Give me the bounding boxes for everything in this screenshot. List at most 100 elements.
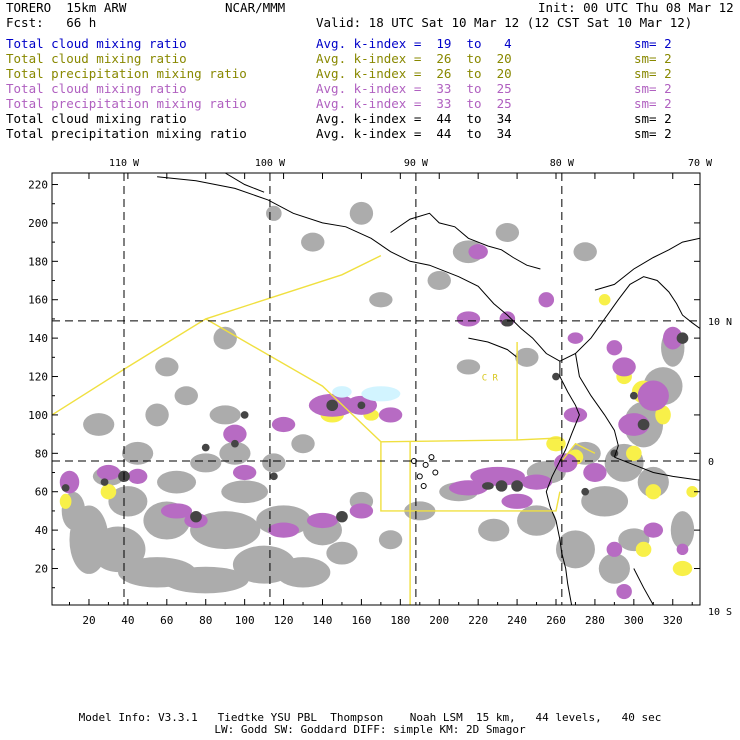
dark-core — [629, 391, 638, 400]
legend-field: Total precipitation mixing ratio — [6, 96, 247, 111]
longitude-label: 100 W — [255, 158, 286, 169]
x-tick-label: 200 — [429, 614, 449, 627]
cloud-patch — [495, 223, 520, 243]
cloud-patch — [378, 530, 403, 550]
legend-sm: sm= 2 — [634, 81, 672, 96]
cloud-patch — [478, 518, 510, 542]
y-tick-label: 160 — [28, 294, 48, 307]
coastline — [545, 361, 580, 605]
y-tick-label: 220 — [28, 179, 48, 192]
cloud-patch — [326, 541, 358, 565]
magenta-patch — [567, 332, 584, 344]
y-tick-label: 40 — [35, 524, 48, 537]
dark-core — [482, 482, 494, 490]
coastline — [224, 173, 265, 193]
boundary-line — [205, 318, 382, 443]
dark-core — [190, 510, 202, 523]
magenta-patch — [232, 464, 257, 481]
x-tick-label: 240 — [507, 614, 527, 627]
dark-core — [637, 418, 650, 431]
coastline — [575, 353, 619, 458]
magenta-patch — [554, 453, 578, 473]
legend-sm: sm= 2 — [634, 66, 672, 81]
model-title: TORERO 15km ARW — [6, 0, 127, 15]
magenta-patch — [127, 468, 148, 484]
legend-sm: sm= 2 — [634, 126, 672, 141]
magenta-patch — [676, 543, 689, 556]
y-tick-label: 180 — [28, 255, 48, 268]
cloud-patch — [301, 232, 325, 252]
longitude-label: 70 W — [688, 158, 713, 169]
x-tick-label: 300 — [624, 614, 644, 627]
cloud-patch — [83, 413, 115, 436]
cloud-patch — [427, 271, 451, 291]
legend-sm: sm= 2 — [634, 111, 672, 126]
latitude-label: 0 — [708, 457, 714, 468]
cloud-patch — [517, 505, 557, 536]
magenta-patch — [470, 466, 525, 486]
dark-core — [61, 484, 70, 492]
yellow-patch — [546, 436, 566, 452]
x-tick-label: 320 — [663, 614, 683, 627]
coastline — [614, 456, 700, 481]
coastline-layer — [157, 173, 700, 605]
cloud-patch — [219, 441, 251, 465]
cloud-patch — [369, 292, 393, 308]
legend-index: Avg. k-index = 33 to 25 — [316, 96, 512, 111]
x-tick-label: 80 — [199, 614, 212, 627]
legend-field: Total cloud mixing ratio — [6, 111, 187, 126]
cloud-patch — [573, 242, 597, 262]
magenta-patch — [223, 424, 247, 444]
y-tick-label: 200 — [28, 217, 48, 230]
magenta-patch — [663, 326, 683, 350]
dark-core — [581, 487, 590, 496]
legend-index: Avg. k-index = 26 to 20 — [316, 66, 512, 81]
galapagos-island — [432, 469, 439, 476]
latitude-label: 10 N — [708, 317, 732, 328]
dark-core — [326, 399, 339, 412]
dark-core — [231, 439, 239, 448]
cloud-patch — [108, 486, 148, 517]
dark-core — [676, 332, 689, 344]
boundary-line — [561, 442, 596, 462]
cloud-patch — [213, 326, 237, 350]
legend-sm: sm= 2 — [634, 36, 672, 51]
cloud-patch — [555, 530, 595, 569]
y-tick-label: 100 — [28, 409, 48, 422]
legend-field: Total precipitation mixing ratio — [6, 126, 247, 141]
x-tick-label: 60 — [160, 614, 173, 627]
y-tick-label: 120 — [28, 371, 48, 384]
longitude-label: 80 W — [550, 158, 575, 169]
magenta-patch — [378, 407, 403, 423]
x-tick-label: 280 — [585, 614, 605, 627]
coastline — [157, 176, 700, 362]
longitude-label: 90 W — [404, 158, 429, 169]
dark-core — [501, 318, 514, 327]
map-frame — [51, 172, 701, 606]
cloud-patch — [275, 557, 331, 588]
cloud-patch — [515, 347, 539, 367]
yellow-patch — [100, 484, 117, 500]
dark-core — [357, 401, 366, 410]
cloud-patch — [145, 403, 169, 427]
magenta-patch — [96, 464, 121, 481]
cloud-patch — [262, 453, 286, 473]
magenta-patch — [612, 357, 636, 377]
magenta-patch — [267, 522, 300, 538]
legend-sm: sm= 2 — [634, 96, 672, 111]
legend-index: Avg. k-index = 44 to 34 — [316, 111, 512, 126]
longitude-label: 110 W — [109, 158, 140, 169]
boundary-line — [380, 441, 561, 512]
yellow-patch — [598, 294, 611, 306]
magenta-patch — [448, 480, 488, 496]
dark-core — [240, 411, 249, 419]
cloud-patch — [90, 526, 146, 573]
dark-core — [336, 510, 348, 523]
magenta-patch — [606, 340, 623, 356]
yellow-patch — [59, 493, 72, 509]
cloud-patch — [581, 486, 629, 517]
legend-index: Avg. k-index = 44 to 34 — [316, 126, 512, 141]
magenta-patch — [538, 292, 555, 308]
yellow-patch — [626, 445, 642, 461]
legend-index: Avg. k-index = 26 to 20 — [316, 51, 512, 66]
